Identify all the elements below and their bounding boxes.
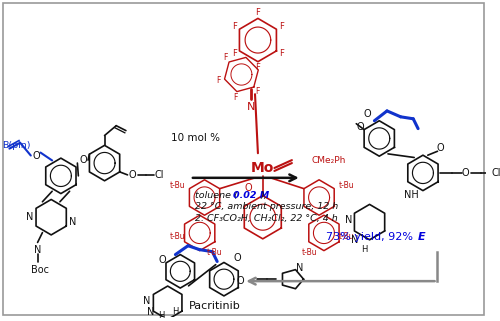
Text: N: N — [26, 212, 34, 222]
Text: t-Bu: t-Bu — [170, 181, 185, 190]
Text: NH: NH — [404, 190, 418, 200]
Text: Cl: Cl — [155, 170, 164, 180]
Text: CMe₂Ph: CMe₂Ph — [312, 156, 346, 165]
Text: N: N — [352, 235, 358, 245]
Text: O: O — [462, 168, 469, 178]
Text: F: F — [256, 8, 260, 17]
Text: H: H — [158, 311, 164, 320]
Text: toluene (: toluene ( — [195, 191, 238, 200]
Text: F: F — [223, 53, 227, 62]
Text: t-Bu: t-Bu — [302, 248, 317, 257]
Text: H: H — [362, 245, 368, 254]
Text: O: O — [234, 253, 241, 263]
Text: F: F — [216, 76, 221, 85]
Text: N: N — [247, 102, 256, 112]
Text: O: O — [356, 122, 364, 132]
Text: F: F — [232, 49, 237, 58]
Text: F: F — [279, 22, 284, 31]
Text: Mo: Mo — [251, 161, 274, 175]
Text: O: O — [364, 109, 372, 119]
Text: 73% yield, 92%: 73% yield, 92% — [326, 232, 416, 242]
Text: O: O — [159, 255, 166, 265]
Text: 22 °C, ambient pressure, 12 h: 22 °C, ambient pressure, 12 h — [195, 203, 338, 212]
Text: t-Bu: t-Bu — [338, 181, 354, 190]
Text: F: F — [256, 87, 260, 96]
Text: t-Bu: t-Bu — [338, 232, 354, 241]
Text: 10 mol %: 10 mol % — [170, 134, 220, 143]
Text: O: O — [436, 143, 444, 153]
Text: F: F — [232, 22, 237, 31]
Text: E: E — [418, 232, 426, 242]
Text: Boc: Boc — [32, 265, 50, 275]
Text: t-Bu: t-Bu — [206, 248, 222, 257]
Text: N: N — [148, 307, 155, 317]
Text: F: F — [256, 63, 260, 72]
Text: O: O — [236, 276, 244, 286]
Text: Cl: Cl — [492, 168, 500, 178]
Text: N: N — [142, 296, 150, 306]
Text: O: O — [80, 155, 87, 165]
Text: N: N — [296, 263, 304, 273]
Text: N: N — [69, 217, 76, 227]
Text: 0.02 M: 0.02 M — [232, 191, 269, 200]
Text: O: O — [244, 183, 252, 193]
Text: ),: ), — [261, 191, 268, 200]
Text: N: N — [34, 245, 42, 255]
Text: B(pin): B(pin) — [2, 141, 30, 150]
Text: O: O — [33, 151, 40, 160]
Text: Pacritinib: Pacritinib — [190, 301, 241, 311]
Text: N: N — [344, 215, 352, 225]
Text: 2. CF₃CO₂H, CH₂Cl₂, 22 °C, 4 h: 2. CF₃CO₂H, CH₂Cl₂, 22 °C, 4 h — [195, 214, 338, 223]
Text: F: F — [233, 93, 237, 102]
Text: F: F — [279, 49, 284, 58]
Text: H: H — [172, 307, 178, 316]
Text: t-Bu: t-Bu — [170, 232, 185, 241]
Text: O: O — [128, 170, 136, 180]
